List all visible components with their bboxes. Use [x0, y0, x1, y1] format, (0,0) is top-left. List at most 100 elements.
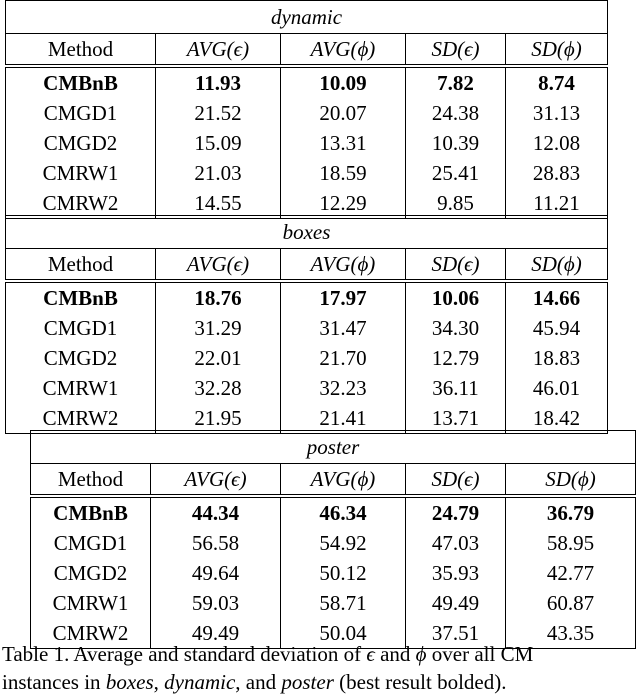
caption-emphasis: poster: [281, 670, 334, 694]
value-cell: 12.08: [504, 128, 608, 158]
value-cell: 31.47: [280, 313, 406, 343]
table-title: boxes: [5, 215, 608, 249]
column-header: Method: [5, 248, 156, 283]
method-name: CMRW1: [42, 161, 119, 185]
caption-emphasis: boxes: [105, 670, 154, 694]
data-row: CMGD2 49.64 50.12 35.93 42.77: [31, 558, 636, 588]
column-header: AVG(ϵ): [155, 33, 281, 68]
value-cell: 10.39: [405, 128, 506, 158]
method-name: CMGD1: [43, 101, 118, 125]
value-cell: 46.01: [505, 373, 608, 403]
value-cell: 18.76: [155, 281, 281, 313]
method-name: CMGD1: [43, 316, 118, 340]
value-cell: 8.74: [504, 66, 608, 98]
data-table: boxes Method AVG(ϵ) AVG(ϕ) SD(ϵ) SD(ϕ) CMBnB 18…: [5, 215, 608, 434]
method-name: CMGD2: [43, 346, 118, 370]
value-cell: 37.51: [405, 618, 506, 649]
title-row: poster: [30, 430, 636, 464]
data-row: CMRW2 49.49 50.04 37.51 43.35: [31, 618, 636, 649]
header-row: Method AVG(ϵ) AVG(ϕ) SD(ϵ) SD(ϕ): [30, 463, 636, 498]
value-cell: 56.58: [150, 528, 281, 558]
value-cell: 49.64: [150, 558, 281, 588]
value-cell: 13.71: [405, 403, 506, 434]
value-cell: 24.38: [405, 98, 506, 128]
value-cell: 14.66: [505, 281, 608, 313]
value-cell: 10.09: [280, 66, 406, 98]
value-cell: 32.23: [280, 373, 406, 403]
value-cell: 31.29: [155, 313, 281, 343]
value-cell: 11.93: [155, 66, 281, 98]
value-cell: 14.55: [155, 188, 281, 219]
column-header: AVG(ϕ): [280, 248, 406, 283]
value-cell: 13.31: [280, 128, 406, 158]
value-cell: 12.79: [405, 343, 506, 373]
method-name: CMRW1: [42, 376, 119, 400]
column-header: AVG(ϕ): [280, 463, 406, 498]
method-name: CMBnB: [43, 71, 118, 95]
value-cell: 58.95: [504, 528, 636, 558]
header-row: Method AVG(ϵ) AVG(ϕ) SD(ϵ) SD(ϕ): [5, 33, 608, 68]
caption-text: (best result bolded).: [333, 670, 507, 694]
data-table: dynamic Method AVG(ϵ) AVG(ϕ) SD(ϵ) SD(ϕ) CMBnB…: [5, 0, 609, 219]
caption-text: ,: [153, 670, 165, 694]
value-cell: 21.03: [155, 158, 281, 188]
value-cell: 35.93: [405, 558, 506, 588]
data-row: CMBnB 11.93 10.09 7.82 8.74: [6, 66, 608, 98]
caption-text: instances in: [2, 670, 106, 694]
data-row: CMBnB 44.34 46.34 24.79 36.79: [31, 496, 636, 528]
value-cell: 42.77: [504, 558, 636, 588]
column-header: SD(ϵ): [405, 248, 506, 283]
value-cell: 9.85: [405, 188, 506, 219]
column-header: SD(ϵ): [405, 463, 506, 498]
value-cell: 10.06: [405, 281, 506, 313]
value-cell: 18.83: [505, 343, 608, 373]
caption-emphasis: dynamic: [164, 670, 236, 694]
data-row: CMRW2 21.95 21.41 13.71 18.42: [6, 403, 608, 434]
value-cell: 18.59: [280, 158, 406, 188]
value-cell: 21.52: [155, 98, 281, 128]
method-name: CMBnB: [53, 501, 128, 525]
value-cell: 47.03: [405, 528, 506, 558]
method-name: CMBnB: [43, 286, 118, 310]
value-cell: 12.29: [280, 188, 406, 219]
value-cell: 20.07: [280, 98, 406, 128]
caption-text: , and: [235, 670, 282, 694]
value-cell: 58.71: [280, 588, 406, 618]
value-cell: 34.30: [405, 313, 506, 343]
column-header: Method: [5, 33, 156, 68]
value-cell: 46.34: [280, 496, 406, 528]
data-row: CMRW1 32.28 32.23 36.11 46.01: [6, 373, 608, 403]
column-header: AVG(ϵ): [155, 248, 281, 283]
value-cell: 44.34: [150, 496, 281, 528]
value-cell: 50.12: [280, 558, 406, 588]
value-cell: 32.28: [155, 373, 281, 403]
method-name: CMRW2: [52, 621, 129, 645]
value-cell: 36.79: [504, 496, 636, 528]
value-cell: 60.87: [504, 588, 636, 618]
column-header: SD(ϕ): [505, 248, 608, 283]
value-cell: 43.35: [504, 618, 636, 649]
data-row: CMGD1 21.52 20.07 24.38 31.13: [6, 98, 608, 128]
value-cell: 36.11: [405, 373, 506, 403]
data-row: CMGD1 31.29 31.47 34.30 45.94: [6, 313, 608, 343]
value-cell: 11.21: [504, 188, 608, 219]
value-cell: 28.83: [504, 158, 608, 188]
method-name: CMGD2: [53, 561, 128, 585]
value-cell: 7.82: [405, 66, 506, 98]
column-header: SD(ϵ): [405, 33, 506, 68]
header-row: Method AVG(ϵ) AVG(ϕ) SD(ϵ) SD(ϕ): [5, 248, 608, 283]
data-row: CMGD2 15.09 13.31 10.39 12.08: [6, 128, 608, 158]
data-row: CMRW1 21.03 18.59 25.41 28.83: [6, 158, 608, 188]
value-cell: 59.03: [150, 588, 281, 618]
table-title: dynamic: [5, 0, 608, 34]
data-row: CMGD2 22.01 21.70 12.79 18.83: [6, 343, 608, 373]
value-cell: 45.94: [505, 313, 608, 343]
method-name: CMRW2: [42, 191, 119, 215]
value-cell: 25.41: [405, 158, 506, 188]
value-cell: 21.95: [155, 403, 281, 434]
column-header: SD(ϕ): [504, 33, 608, 68]
table-title: poster: [30, 430, 636, 464]
caption-symbol: ϕ: [415, 642, 427, 666]
method-name: CMRW1: [52, 591, 129, 615]
